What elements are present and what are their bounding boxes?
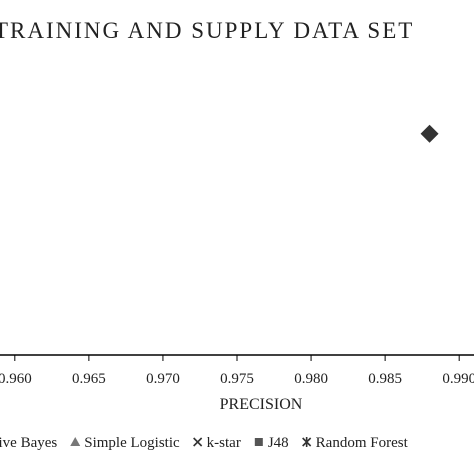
legend-marker	[70, 437, 81, 446]
x-tick-label: 0.970	[146, 371, 180, 387]
legend-label: k-star	[207, 435, 241, 451]
x-tick-label: 0.965	[72, 371, 106, 387]
legend-item: Simple Logistic	[70, 435, 180, 451]
chart-title: TRAINING AND SUPPLY DATA SET	[0, 18, 414, 43]
x-tick-label: 0.990	[442, 371, 474, 387]
legend-marker	[254, 438, 263, 446]
legend-marker	[193, 437, 203, 447]
legend-item: Naive Bayes	[0, 435, 57, 451]
legend-label: Random Forest	[316, 435, 409, 451]
x-axis-label: PRECISION	[220, 396, 303, 413]
plot-area	[420, 124, 439, 143]
data-point	[420, 124, 439, 143]
legend-label: J48	[268, 435, 289, 451]
x-tick-label: 0.960	[0, 371, 32, 387]
legend-label: Simple Logistic	[84, 435, 180, 451]
legend-label: Naive Bayes	[0, 435, 57, 451]
legend-item: k-star	[193, 435, 241, 451]
x-tick-label: 0.980	[294, 371, 328, 387]
legend-item: Random Forest	[302, 435, 409, 451]
x-tick-label: 0.975	[220, 371, 254, 387]
x-axis-ticks: 0.960 0.965 0.970 0.975 0.980 0.985 0.990	[0, 355, 474, 387]
legend: Naive Bayes Simple Logistic k-star J48 Rando…	[0, 435, 409, 451]
legend-item: J48	[254, 435, 289, 451]
x-tick-label: 0.985	[368, 371, 402, 387]
legend-marker	[302, 437, 312, 447]
